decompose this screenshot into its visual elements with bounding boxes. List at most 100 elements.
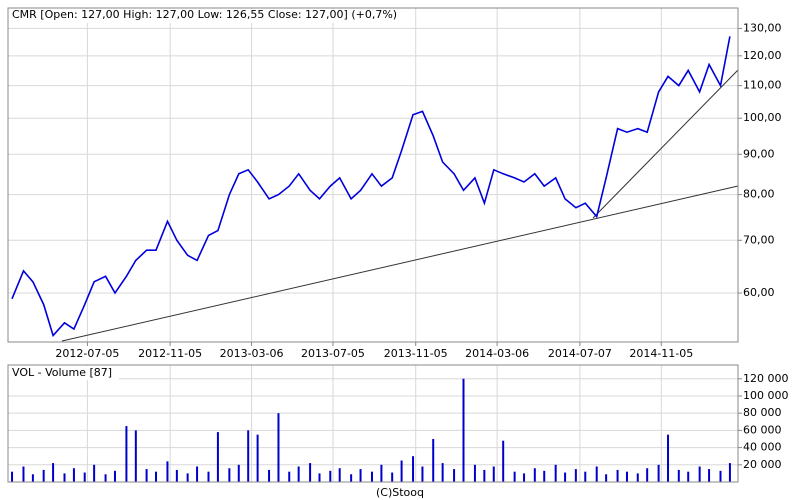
volume-bar (574, 469, 577, 482)
volume-bar (93, 464, 96, 482)
volume-bar (31, 474, 34, 482)
y-tick-label: 120 000 (743, 372, 789, 385)
footer: (C)Stooq (376, 486, 424, 499)
volume-grid (8, 365, 738, 482)
volume-bar (175, 469, 178, 482)
y-tick-label: 80,00 (743, 188, 775, 201)
volume-frame (7, 364, 739, 483)
volume-bar (483, 469, 486, 482)
volume-bar (359, 469, 362, 482)
volume-bar (400, 460, 403, 482)
volume-bar (370, 471, 373, 482)
x-tick-label: 2013-07-05 (301, 347, 365, 360)
volume-bar (492, 466, 495, 482)
volume-bar (412, 456, 415, 482)
volume-title: VOL - Volume [87] (12, 366, 112, 379)
volume-bar (42, 469, 45, 482)
x-tick-label: 2013-03-06 (220, 347, 284, 360)
volume-bar (247, 430, 250, 482)
volume-bar (196, 466, 199, 482)
volume-bar (453, 469, 456, 482)
price-line (11, 36, 731, 338)
trend-line (61, 185, 739, 342)
volume-bar (605, 474, 608, 482)
x-tick-label: 2014-03-06 (465, 347, 529, 360)
chart-title: CMR [Open: 127,00 High: 127,00 Low: 126,… (12, 8, 397, 21)
volume-bar (533, 468, 536, 482)
volume-bar (616, 469, 619, 482)
volume-bar (166, 461, 169, 482)
title-bg (9, 366, 119, 380)
y-tick-label: 60,00 (743, 286, 775, 299)
y-tick-label: 120,00 (743, 49, 782, 62)
volume-bar (657, 464, 660, 482)
volume-bar (595, 466, 598, 482)
volume-bar (584, 471, 587, 482)
title-bg (9, 9, 369, 23)
volume-bar (708, 469, 711, 482)
volume-bar (338, 468, 341, 482)
volume-bar (268, 469, 271, 482)
volume-bar (513, 471, 516, 482)
volume-bar (462, 378, 465, 482)
volume-bar (646, 468, 649, 482)
y-tick-label: 60 000 (743, 423, 782, 436)
y-tick-label: 130,00 (743, 21, 782, 34)
volume-bar (155, 471, 158, 482)
volume-bar (473, 464, 476, 482)
x-tick-label: 2014-07-07 (548, 347, 612, 360)
volume-bar (698, 466, 701, 482)
volume-bar (104, 474, 107, 482)
volume-bar (216, 432, 219, 482)
volume-bar (441, 463, 444, 482)
volume-bar (288, 471, 291, 482)
volume-bar (72, 468, 75, 482)
volume-bar (297, 466, 300, 482)
volume-bar (543, 470, 546, 482)
volume-bar (625, 471, 628, 482)
x-tick-label: 2012-11-05 (138, 347, 202, 360)
volume-bar (277, 413, 280, 482)
volume-bar (237, 464, 240, 482)
y-tick-label: 80 000 (743, 406, 782, 419)
volume-bar (228, 468, 231, 482)
volume-bar (523, 473, 526, 482)
volume-bar (318, 473, 321, 482)
volume-bar (145, 469, 148, 482)
volume-bar (256, 434, 259, 482)
volume-bar (329, 470, 332, 482)
x-tick-label: 2012-07-05 (55, 347, 119, 360)
price-grid (8, 8, 738, 342)
price-frame (7, 7, 739, 343)
volume-bar (83, 472, 86, 482)
volume-bar (207, 471, 210, 482)
y-tick-label: 20 000 (743, 458, 782, 471)
volume-bar (52, 463, 55, 482)
volume-bar (687, 471, 690, 482)
trend-line (592, 69, 739, 219)
volume-bar (309, 463, 312, 482)
y-tick-label: 90,00 (743, 147, 775, 160)
marks (11, 36, 731, 482)
x-tick-label: 2013-11-05 (384, 347, 448, 360)
volume-bar (350, 474, 353, 482)
volume-bar (421, 466, 424, 482)
y-tick-label: 100,00 (743, 111, 782, 124)
volume-bar (391, 472, 394, 482)
volume-bar (186, 473, 189, 482)
volume-bar (667, 434, 670, 482)
volume-bar (728, 463, 731, 482)
y-tick-label: 70,00 (743, 233, 775, 246)
volume-bar (22, 466, 25, 482)
x-tick-label: 2014-11-05 (629, 347, 693, 360)
y-tick-label: 110,00 (743, 79, 782, 92)
volume-bar (564, 472, 567, 482)
volume-bar (134, 430, 137, 482)
volume-bar (125, 426, 128, 482)
volume-bar (11, 471, 14, 482)
volume-bar (113, 470, 116, 482)
volume-bar (502, 440, 505, 482)
volume-bar (719, 470, 722, 482)
volume-bar (636, 473, 639, 482)
